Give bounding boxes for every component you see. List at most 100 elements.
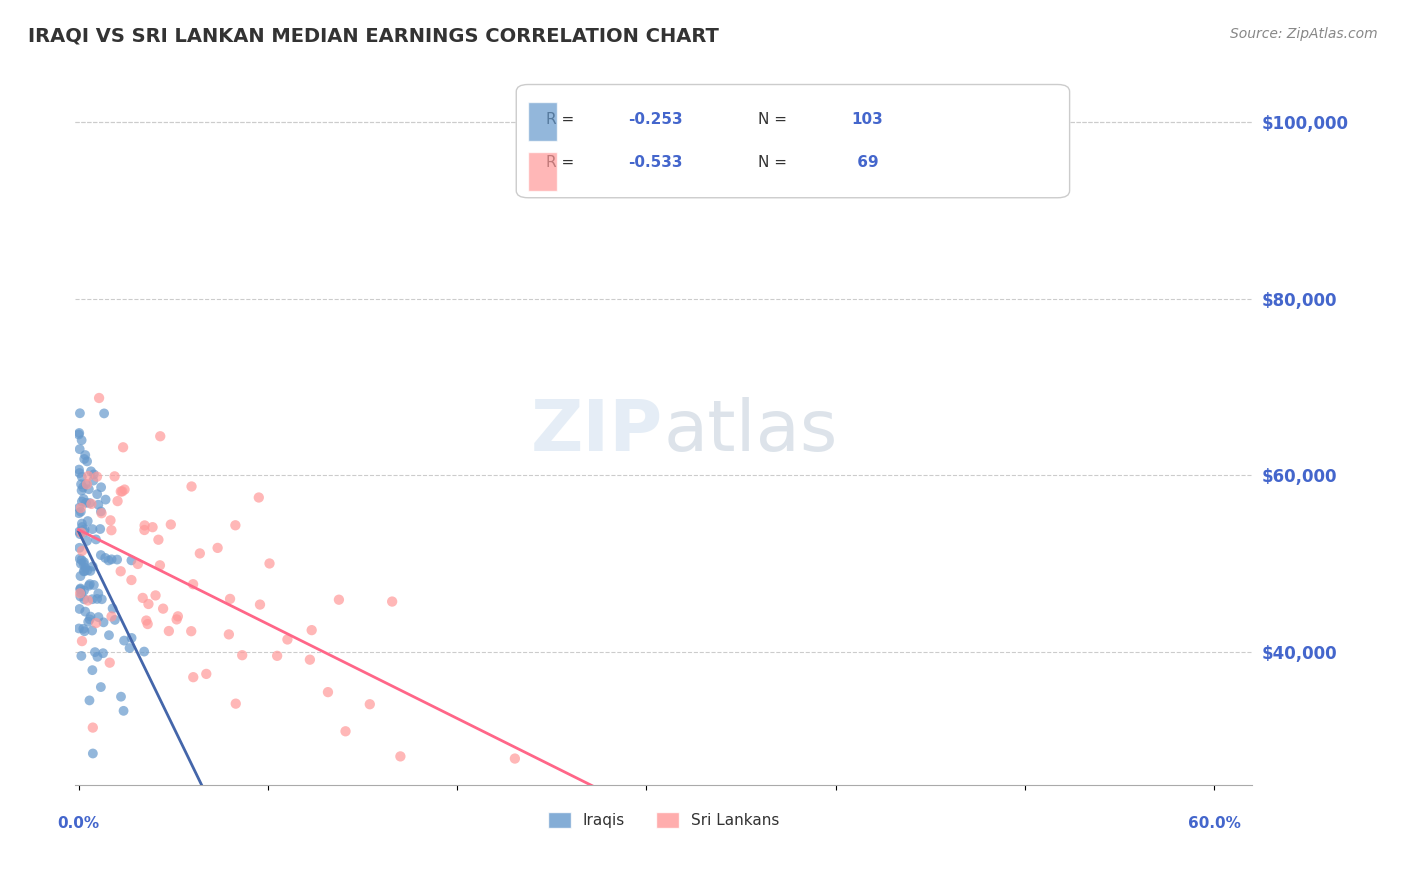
- Point: [90, 680, 112, 694]
- Point: [100, 552, 122, 566]
- Point: [69, 442, 91, 457]
- Point: [132, 591, 155, 605]
- Point: [72, 622, 94, 636]
- Point: [86, 469, 108, 483]
- Point: [69, 569, 91, 583]
- Point: [70, 494, 93, 508]
- Point: [83, 578, 105, 592]
- Point: [87, 498, 110, 512]
- Point: [503, 751, 526, 765]
- Point: [73, 524, 96, 539]
- Point: [207, 541, 229, 555]
- Point: [70, 544, 93, 558]
- Point: [75, 605, 97, 619]
- Point: [77, 469, 100, 483]
- Point: [188, 546, 211, 560]
- Text: N =: N =: [758, 155, 792, 169]
- Point: [83, 467, 105, 482]
- Point: [107, 494, 129, 508]
- Point: [73, 624, 96, 639]
- Point: [159, 517, 181, 532]
- Point: [82, 592, 104, 607]
- Point: [69, 602, 91, 616]
- Point: [70, 634, 93, 648]
- Point: [67, 506, 90, 520]
- Point: [79, 577, 101, 591]
- Point: [120, 573, 142, 587]
- Point: [259, 557, 281, 571]
- Point: [84, 533, 107, 547]
- Point: [100, 609, 122, 624]
- Text: 69: 69: [852, 155, 879, 169]
- Point: [72, 491, 94, 506]
- Point: [94, 492, 117, 507]
- Point: [152, 601, 174, 615]
- Point: [67, 500, 90, 515]
- Point: [389, 749, 412, 764]
- Point: [69, 582, 91, 596]
- Point: [67, 425, 90, 440]
- Point: [134, 644, 156, 658]
- Point: [142, 520, 165, 534]
- Point: [79, 693, 101, 707]
- Text: Source: ZipAtlas.com: Source: ZipAtlas.com: [1230, 27, 1378, 41]
- Point: [70, 648, 93, 663]
- Point: [79, 612, 101, 626]
- Point: [72, 480, 94, 494]
- FancyBboxPatch shape: [516, 85, 1070, 198]
- Point: [77, 615, 100, 629]
- Point: [73, 523, 96, 537]
- Text: R =: R =: [546, 112, 579, 128]
- Point: [87, 391, 110, 405]
- Point: [100, 523, 122, 537]
- Point: [73, 557, 96, 571]
- Point: [70, 483, 93, 498]
- Point: [82, 663, 104, 677]
- Point: [76, 514, 98, 528]
- Point: [298, 653, 321, 667]
- Point: [138, 597, 160, 611]
- Point: [73, 452, 96, 467]
- Point: [166, 612, 188, 626]
- Point: [79, 496, 101, 510]
- Point: [148, 533, 170, 547]
- Point: [112, 704, 135, 718]
- Point: [101, 601, 124, 615]
- Point: [127, 557, 149, 571]
- Point: [79, 564, 101, 578]
- Point: [218, 627, 240, 641]
- Point: [225, 697, 247, 711]
- Point: [231, 648, 253, 663]
- Text: 103: 103: [852, 112, 883, 128]
- Point: [69, 406, 91, 420]
- Text: IRAQI VS SRI LANKAN MEDIAN EARNINGS CORRELATION CHART: IRAQI VS SRI LANKAN MEDIAN EARNINGS CORR…: [28, 27, 718, 45]
- Point: [77, 482, 100, 496]
- Point: [224, 518, 246, 533]
- Point: [195, 666, 218, 681]
- Point: [69, 505, 91, 519]
- Point: [180, 624, 202, 639]
- Point: [110, 564, 132, 578]
- Point: [69, 582, 91, 597]
- Point: [301, 623, 323, 637]
- Point: [80, 497, 103, 511]
- Point: [75, 477, 97, 491]
- Point: [87, 586, 110, 600]
- Point: [381, 594, 404, 608]
- Point: [70, 477, 93, 491]
- Text: 60.0%: 60.0%: [1188, 816, 1240, 831]
- Point: [134, 518, 156, 533]
- Text: atlas: atlas: [664, 397, 838, 466]
- Point: [70, 501, 93, 516]
- Point: [181, 670, 204, 684]
- Point: [67, 622, 90, 636]
- Point: [82, 721, 104, 735]
- Point: [70, 516, 93, 531]
- Point: [105, 552, 128, 566]
- Point: [167, 609, 190, 624]
- Text: ZIP: ZIP: [531, 397, 664, 466]
- Point: [118, 641, 141, 656]
- Point: [90, 548, 112, 562]
- Point: [67, 427, 90, 442]
- Point: [80, 464, 103, 478]
